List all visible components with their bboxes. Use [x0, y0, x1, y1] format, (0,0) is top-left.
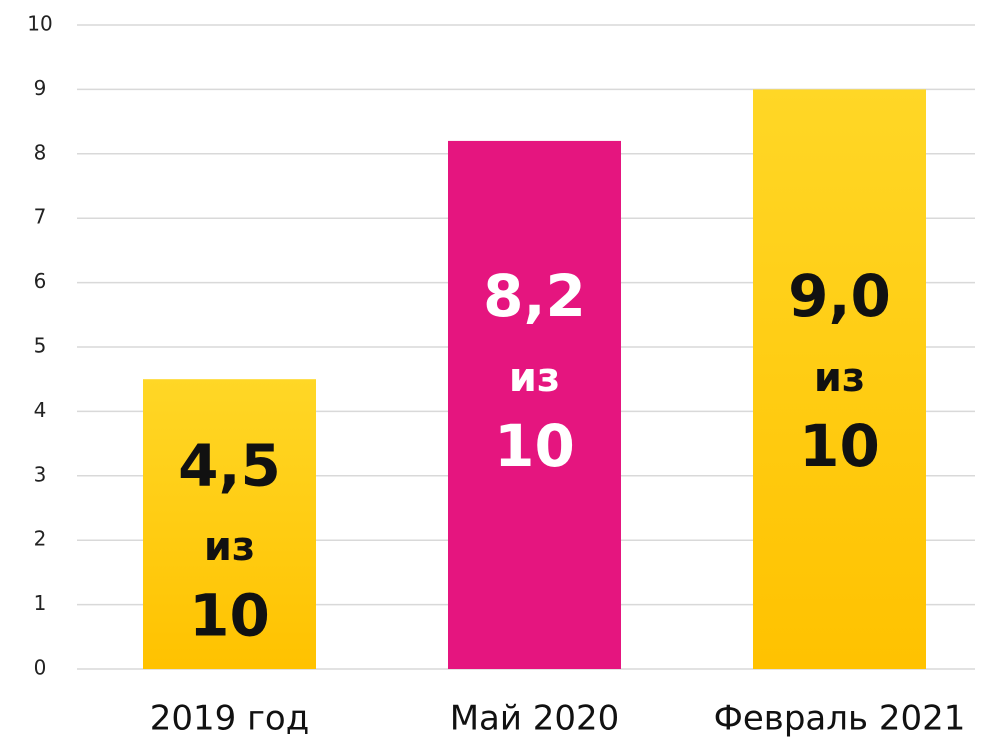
y-tick-label: 10	[27, 12, 52, 36]
bar	[753, 89, 926, 669]
value-label: 8,2	[483, 262, 586, 330]
x-tick-label: Май 2020	[450, 699, 620, 739]
y-tick-label: 9	[34, 76, 47, 100]
y-tick-label: 0	[34, 656, 47, 680]
value-label: из	[814, 355, 865, 401]
bar	[448, 140, 621, 670]
value-label: из	[509, 355, 560, 401]
y-tick-label: 6	[34, 269, 47, 293]
y-tick-label: 2	[34, 527, 47, 551]
y-tick-label: 7	[34, 205, 47, 229]
value-label: 4,5	[178, 431, 281, 499]
value-label: 10	[799, 412, 880, 480]
value-label: из	[204, 524, 255, 570]
value-label: 10	[189, 581, 270, 649]
x-tick-label: 2019 год	[150, 699, 310, 739]
bar	[143, 379, 316, 669]
y-tick-label: 4	[34, 398, 47, 422]
value-label: 10	[494, 412, 575, 480]
y-tick-label: 3	[34, 462, 47, 486]
value-label: 9,0	[788, 262, 891, 330]
y-tick-label: 5	[34, 334, 47, 358]
y-tick-label: 1	[34, 591, 47, 615]
y-tick-label: 8	[34, 140, 47, 164]
x-tick-label: Февраль 2021	[714, 699, 966, 739]
